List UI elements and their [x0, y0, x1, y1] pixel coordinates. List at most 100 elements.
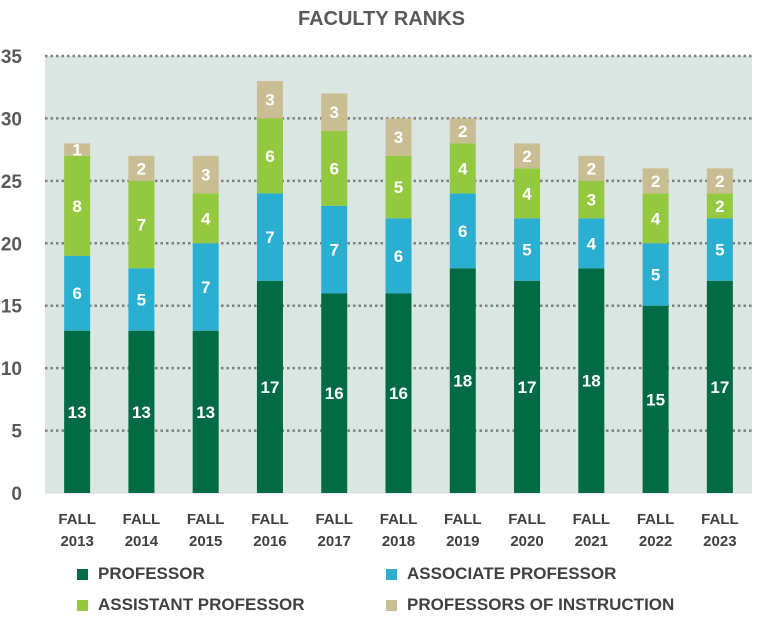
bar-segment: [192, 330, 219, 493]
bar-segment: [128, 268, 155, 331]
x-tick-label: FALL: [123, 511, 161, 528]
data-label: 5: [651, 266, 660, 285]
data-label: 6: [458, 222, 467, 241]
x-tick-label: FALL: [701, 511, 739, 528]
bar-segment: [706, 218, 733, 281]
bar-segment: [385, 218, 412, 294]
data-label: 1: [72, 141, 81, 160]
bar-segment: [514, 168, 541, 219]
y-tick-label: 35: [1, 47, 23, 68]
bar-segment: [642, 168, 669, 194]
bar-segment: [256, 280, 283, 493]
data-label: 5: [394, 178, 403, 197]
data-label: 4: [587, 234, 597, 253]
data-label: 17: [518, 378, 537, 397]
bar-segment: [578, 155, 605, 181]
x-tick-label: 2023: [703, 533, 736, 550]
data-label: 3: [587, 191, 596, 210]
data-label: 4: [458, 159, 468, 178]
data-label: 7: [201, 278, 210, 297]
bar-segment: [321, 205, 348, 294]
data-label: 16: [325, 384, 344, 403]
bar-segment: [256, 193, 283, 281]
bar-segment: [256, 118, 283, 194]
bar-segment: [385, 155, 412, 219]
bar-segment: [128, 155, 155, 181]
bar-segment: [449, 118, 476, 144]
bar-segment: [578, 218, 605, 269]
bar-segment: [449, 143, 476, 194]
y-tick-label: 0: [11, 484, 22, 505]
x-tick-label: FALL: [315, 511, 353, 528]
data-label: 3: [201, 166, 210, 185]
bar-segment: [578, 180, 605, 219]
data-label: 2: [587, 159, 596, 178]
y-tick-label: 10: [1, 359, 22, 380]
data-label: 6: [72, 284, 81, 303]
legend-swatch: [386, 599, 397, 611]
bar-segment: [642, 193, 669, 244]
bar-segment: [642, 243, 669, 306]
data-label: 17: [710, 378, 729, 397]
bar-segment: [256, 80, 283, 119]
bar-segment: [321, 293, 348, 493]
chart-title: FACULTY RANKS: [297, 8, 466, 30]
bar-segment: [64, 155, 91, 256]
x-tick-label: FALL: [58, 511, 96, 528]
data-label: 5: [522, 241, 531, 260]
data-label: 18: [582, 372, 601, 391]
x-tick-label: FALL: [508, 511, 546, 528]
x-tick-label: FALL: [637, 511, 675, 528]
data-label: 6: [265, 147, 274, 166]
bar-segment: [706, 193, 733, 219]
bar-segment: [64, 143, 91, 156]
legend-swatch: [77, 599, 88, 611]
bar-segment: [449, 193, 476, 269]
bar-segment: [321, 130, 348, 206]
data-label: 2: [458, 122, 467, 141]
data-label: 3: [265, 91, 274, 110]
legend-item-associate-professor: ASSOCIATE PROFESSOR: [386, 564, 616, 584]
bar-segment: [578, 268, 605, 493]
data-label: 8: [72, 197, 81, 216]
x-tick-label: FALL: [187, 511, 225, 528]
x-tick-label: 2015: [189, 533, 222, 550]
bar-segment: [514, 280, 541, 493]
y-tick-label: 5: [11, 422, 22, 443]
bar-segment: [64, 330, 91, 493]
bar-segment: [128, 180, 155, 269]
legend-item-professors-of-instruction: PROFESSORS OF INSTRUCTION: [386, 595, 674, 615]
data-label: 17: [260, 378, 279, 397]
data-label: 6: [394, 247, 403, 266]
bar-segment: [449, 268, 476, 493]
x-tick-label: FALL: [380, 511, 418, 528]
data-label: 7: [137, 216, 146, 235]
bar-segment: [64, 255, 91, 331]
legend-item-professor: PROFESSOR: [77, 564, 205, 584]
x-tick-label: FALL: [251, 511, 289, 528]
x-tick-label: FALL: [573, 511, 611, 528]
y-tick-label: 30: [1, 109, 22, 130]
data-label: 3: [394, 128, 403, 147]
data-label: 4: [522, 184, 532, 203]
bar-segment: [192, 243, 219, 331]
bar-segment: [385, 293, 412, 493]
data-label: 2: [522, 147, 531, 166]
bar-segment: [192, 155, 219, 194]
data-label: 2: [651, 172, 660, 191]
x-tick-label: FALL: [444, 511, 482, 528]
data-label: 6: [329, 159, 338, 178]
x-tick-label: 2014: [125, 533, 159, 550]
data-label: 13: [132, 403, 151, 422]
y-tick-label: 20: [1, 234, 22, 255]
x-tick-label: 2019: [446, 533, 479, 550]
legend-label: ASSOCIATE PROFESSOR: [407, 564, 617, 583]
x-tick-label: 2016: [253, 533, 286, 550]
bar-segment: [642, 305, 669, 493]
legend-swatch: [77, 568, 88, 580]
x-tick-label: 2022: [639, 533, 672, 550]
data-label: 2: [715, 197, 724, 216]
x-tick-label: 2020: [510, 533, 543, 550]
